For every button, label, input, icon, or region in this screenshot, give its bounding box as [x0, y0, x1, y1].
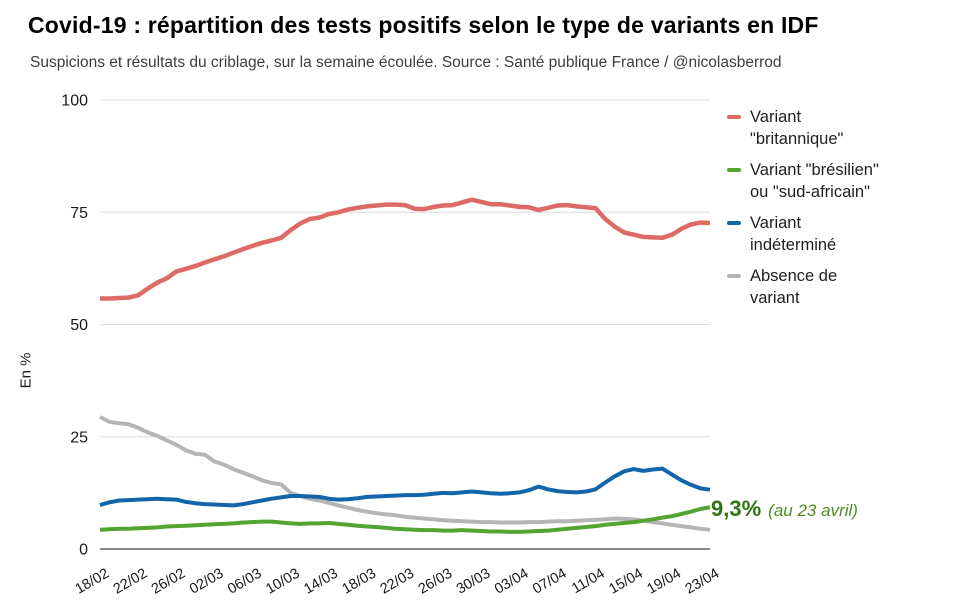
y-tick-label: 0: [79, 542, 88, 559]
x-tick-label: 22/02: [111, 566, 150, 598]
legend-label-line: indéterminé: [750, 236, 837, 254]
y-tick-label: 75: [70, 205, 88, 222]
legend-item-absence: Absence de variant: [727, 265, 879, 309]
line-variant-bresilien-sudafricain: [99, 505, 711, 534]
x-tick-label: 11/04: [569, 566, 608, 597]
x-tick-label: 14/03: [301, 566, 340, 598]
x-tick-label: 23/04: [683, 566, 722, 598]
latest-value: 9,3%: [711, 496, 762, 521]
x-tick-label: 02/03: [187, 566, 226, 598]
legend-item-bresilien-sudafricain: Variant "brésilien" ou "sud-africain": [727, 159, 879, 203]
legend-label-line: Variant: [750, 108, 802, 126]
x-tick-label: 07/04: [530, 566, 569, 598]
legend: Variant "britannique" Variant "brésilien…: [727, 106, 879, 309]
y-tick-label: 50: [70, 317, 88, 334]
chart-subtitle: Suspicions et résultats du criblage, sur…: [30, 54, 782, 71]
x-tick-label: 18/02: [73, 566, 112, 598]
x-tick-label: 26/02: [149, 566, 188, 598]
x-tick-label: 03/04: [492, 566, 531, 598]
line-absence-de-variant: [99, 415, 711, 532]
line-variant-britannique: [100, 197, 711, 301]
x-tick-label: 15/04: [606, 566, 645, 598]
legend-label-line: Variant: [750, 214, 802, 232]
legend-label-line: Absence de: [750, 267, 838, 285]
legend-label-line: variant: [750, 289, 800, 307]
legend-dash-bresilien-icon: [727, 168, 741, 172]
x-tick-label: 22/03: [378, 566, 417, 598]
latest-value-note: (au 23 avril): [768, 501, 858, 520]
legend-label-line: "britannique": [750, 130, 844, 148]
legend-dash-indetermine-icon: [727, 221, 741, 225]
y-tick-label: 100: [61, 93, 88, 110]
legend-label: Variant "britannique": [750, 106, 843, 150]
y-tick-label: 25: [70, 429, 88, 446]
x-tick-label: 30/03: [454, 566, 493, 598]
x-tick-label: 10/03: [263, 566, 302, 598]
latest-value-annotation: 9,3% (au 23 avril): [711, 496, 858, 522]
legend-label: Variant "brésilien" ou "sud-africain": [750, 159, 879, 203]
legend-label-line: ou "sud-africain": [750, 183, 870, 201]
legend-dash-britannique-icon: [727, 115, 741, 119]
y-axis-label: En %: [17, 352, 35, 389]
x-tick-label: 18/03: [339, 566, 378, 598]
legend-dash-absence-icon: [727, 274, 741, 278]
x-tick-label: 26/03: [416, 566, 455, 598]
x-tick-label: 06/03: [225, 566, 264, 598]
legend-label: Absence de variant: [750, 265, 837, 309]
x-tick-label: 19/04: [644, 566, 683, 598]
line-variant-indetermine: [99, 466, 711, 508]
legend-label: Variant indéterminé: [750, 212, 836, 256]
legend-item-britannique: Variant "britannique": [727, 106, 879, 150]
legend-label-line: Variant "brésilien": [750, 161, 879, 179]
chart-title: Covid-19 : répartition des tests positif…: [28, 12, 819, 38]
legend-item-indetermine: Variant indéterminé: [727, 212, 879, 256]
